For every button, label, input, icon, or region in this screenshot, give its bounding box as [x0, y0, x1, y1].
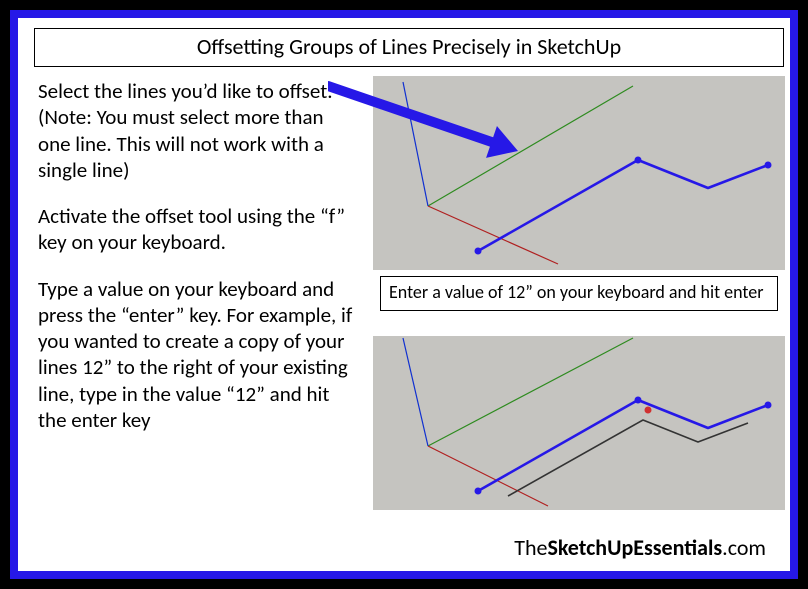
- page-title: Offsetting Groups of Lines Precisely in …: [197, 33, 621, 60]
- title-box: Offsetting Groups of Lines Precisely in …: [34, 28, 784, 67]
- branding: TheSketchUpEssentials.com: [514, 534, 766, 561]
- instruction-step-3: Type a value on your keyboard and press …: [38, 276, 358, 434]
- callout-text: Enter a value of 12” on your keyboard an…: [389, 281, 763, 303]
- instructions-column: Select the lines you’d like to offset. (…: [38, 78, 358, 453]
- outer-frame: Offsetting Groups of Lines Precisely in …: [0, 0, 808, 589]
- sketchup-viewport-bottom: [373, 336, 785, 510]
- instruction-step-1: Select the lines you’d like to offset. (…: [38, 78, 358, 183]
- branding-prefix: The: [514, 534, 547, 561]
- pointer-arrow: [328, 76, 528, 166]
- instruction-step-2: Activate the offset tool using the “f” k…: [38, 203, 358, 256]
- page-card: Offsetting Groups of Lines Precisely in …: [10, 10, 798, 579]
- branding-suffix: .com: [722, 534, 766, 561]
- callout-box: Enter a value of 12” on your keyboard an…: [380, 276, 778, 311]
- branding-bold: SketchUpEssentials: [547, 534, 722, 561]
- sketchup-viewport-bottom-svg: [373, 336, 785, 510]
